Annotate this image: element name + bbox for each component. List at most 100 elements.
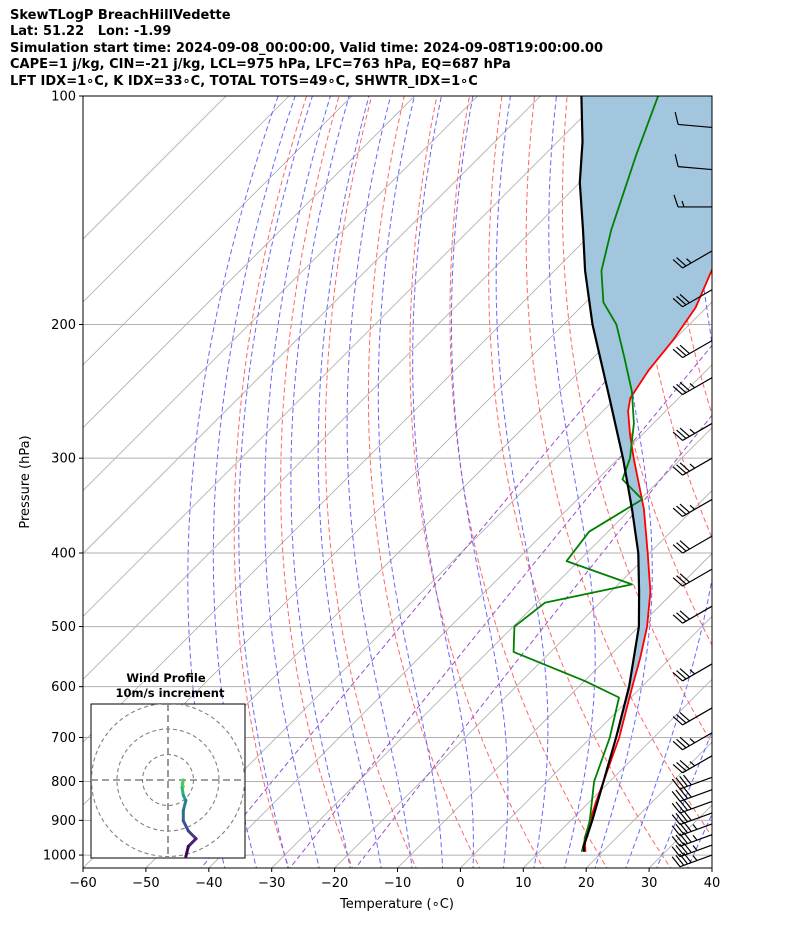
- hodograph-segment: [181, 798, 188, 813]
- barb-staff: [682, 289, 713, 308]
- barb-flag: [679, 712, 690, 722]
- x-tick-label: −40: [195, 876, 222, 891]
- barb-flag: [676, 738, 687, 749]
- wind-barb: [671, 831, 713, 847]
- y-tick-label: 600: [51, 680, 76, 695]
- barb-flag: [682, 798, 692, 810]
- x-tick-label: −10: [384, 876, 411, 891]
- x-tick-label: 0: [456, 876, 464, 891]
- barb-staff: [682, 377, 713, 396]
- indices-line: LFT IDX=1∘C, K IDX=33∘C, TOTAL TOTS=49∘C…: [10, 73, 478, 89]
- isotherm-line: [334, 490, 712, 868]
- chart-title: SkewTLogP BreachHillVedette: [10, 8, 231, 23]
- cape-line: CAPE=1 j/kg, CIN=-21 j/kg, LCL=975 hPa, …: [10, 57, 511, 73]
- barb-flag: [676, 295, 687, 306]
- barb-staff: [682, 707, 713, 726]
- isotherm-line: [83, 96, 353, 366]
- x-tick-label: 30: [641, 876, 658, 891]
- barb-flag: [672, 544, 683, 554]
- hodograph-segment: [184, 844, 190, 858]
- isotherm-line: [145, 301, 712, 868]
- barb-half: [689, 428, 696, 434]
- barb-staff: [682, 535, 713, 554]
- barb-staff: [682, 422, 713, 441]
- barb-staff: [678, 123, 713, 129]
- barb-flag: [679, 462, 690, 472]
- barb-half: [689, 761, 696, 767]
- moist-adiabat: [264, 96, 331, 868]
- isotherm-line: [711, 867, 712, 868]
- dry-adiabat: [730, 96, 794, 871]
- dry-adiabat: [449, 96, 608, 868]
- moist-adiabat: [212, 96, 296, 868]
- wind-barb: [672, 535, 713, 554]
- barb-flag: [672, 577, 683, 587]
- barb-flag: [672, 348, 683, 359]
- barb-flag: [671, 778, 681, 790]
- wind-barb: [671, 786, 713, 802]
- moist-adiabat: [548, 96, 596, 868]
- y-tick-label: 400: [51, 547, 76, 562]
- barb-staff: [682, 340, 713, 359]
- y-axis-label: Pressure (hPa): [18, 435, 33, 528]
- barb-flag: [676, 346, 687, 357]
- moist-adiabat: [656, 729, 712, 868]
- profile-lines: [512, 96, 712, 853]
- barb-flag: [672, 614, 683, 624]
- moist-adiabat: [317, 96, 382, 868]
- barb-staff: [682, 605, 713, 624]
- x-tick-label: 40: [704, 876, 721, 891]
- moist-adiabat: [238, 96, 313, 868]
- wind-barb: [672, 755, 713, 774]
- wind-barb: [671, 774, 713, 790]
- hodograph-segment: [186, 837, 198, 848]
- axis-ticks: −60 −50 −40 −30 −20 −10 0 10 20 30 40 100 200 300 400 5…: [43, 90, 720, 892]
- barb-flag: [674, 154, 679, 167]
- mixing-ratio-line: [354, 414, 712, 868]
- barb-staff: [682, 457, 713, 476]
- moist-adiabat: [412, 96, 474, 868]
- isotherm-line: [396, 552, 712, 868]
- barb-flag: [672, 716, 683, 726]
- dry-adiabat: [280, 96, 354, 868]
- dry-adiabat: [763, 96, 794, 871]
- wind-profile-inset: Wind Profile 10m/s increment: [90, 671, 246, 859]
- barb-flag: [671, 836, 681, 847]
- barb-flag: [679, 293, 690, 304]
- barb-flag: [672, 763, 683, 774]
- cape-area: [579, 96, 712, 733]
- wind-barbs: [671, 112, 713, 868]
- barb-staff: [682, 250, 713, 269]
- barb-flag: [672, 672, 683, 682]
- barb-flag: [676, 505, 687, 515]
- barb-flag: [671, 814, 681, 825]
- barb-flag: [672, 740, 683, 751]
- barb-flag: [675, 855, 685, 866]
- barb-flag: [676, 714, 687, 724]
- barb-staff: [679, 789, 713, 802]
- barb-staff: [679, 834, 713, 847]
- wind-barb: [672, 707, 713, 726]
- barb-flag: [679, 811, 689, 823]
- wind-barb: [672, 250, 713, 269]
- barb-staff: [679, 800, 713, 814]
- isotherm-line: [271, 427, 712, 868]
- wind-barb: [672, 663, 713, 682]
- y-tick-label: 700: [51, 731, 76, 746]
- barb-half: [689, 504, 696, 510]
- barb-half: [686, 258, 692, 264]
- dewpoint-line: [512, 96, 659, 853]
- barb-flag: [679, 736, 690, 747]
- y-tick-label: 1000: [43, 849, 76, 864]
- barb-staff: [682, 663, 713, 682]
- barb-flag: [676, 761, 687, 772]
- barb-flag: [672, 431, 683, 441]
- barb-flag: [679, 610, 690, 620]
- hodograph-segment: [181, 819, 190, 833]
- barb-flag: [675, 777, 685, 788]
- wind-barb: [671, 798, 713, 814]
- barb-flag: [675, 812, 685, 824]
- barb-flag: [682, 786, 692, 798]
- barb-flag: [676, 575, 687, 585]
- barb-flag: [679, 427, 690, 437]
